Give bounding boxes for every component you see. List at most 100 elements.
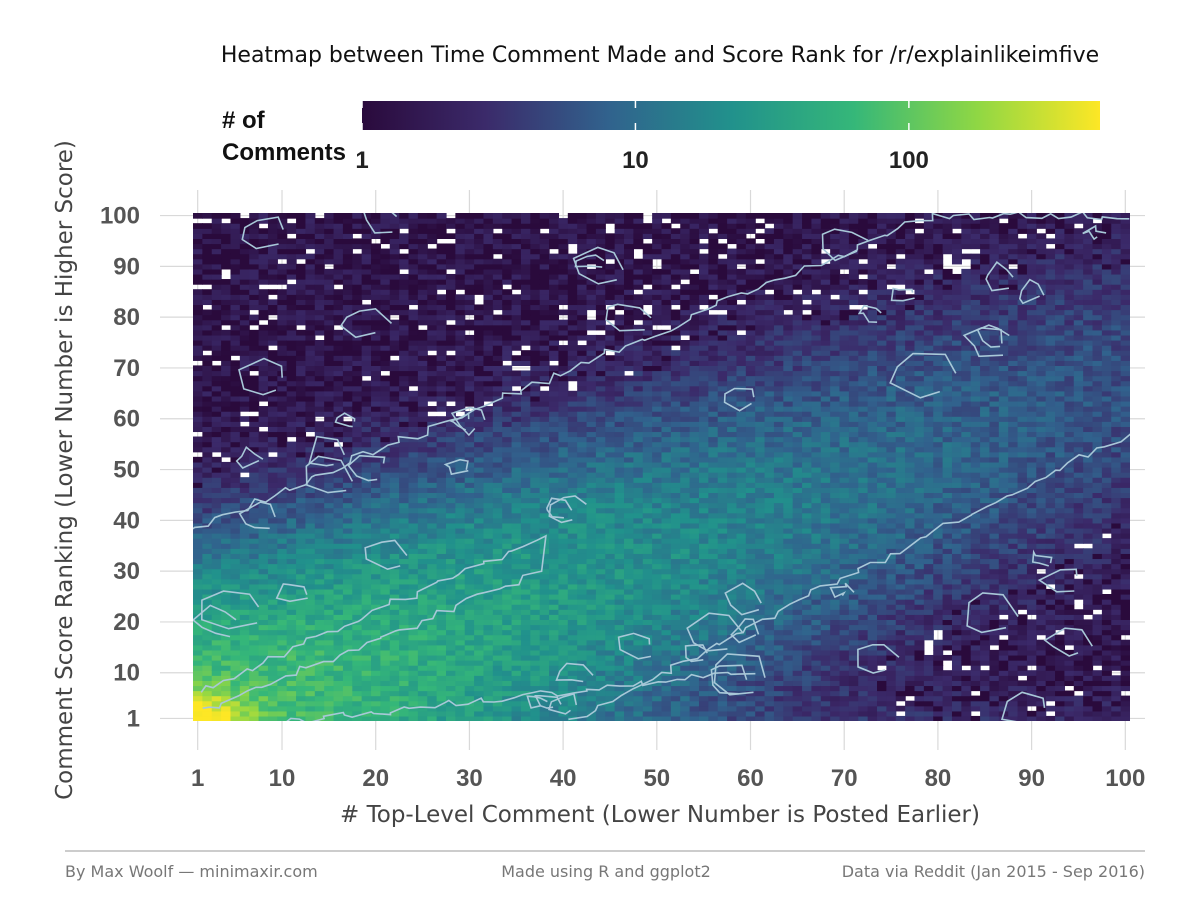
heatmap-cell (342, 304, 353, 311)
heatmap-cell (530, 461, 541, 468)
heatmap-cell (455, 629, 466, 636)
heatmap-cell (399, 660, 410, 666)
heatmap-cell (296, 710, 307, 717)
heatmap-cell (549, 304, 560, 311)
heatmap-cell (520, 390, 531, 397)
heatmap-cell (342, 553, 353, 560)
heatmap-cell (267, 487, 278, 493)
heatmap-cell (464, 497, 475, 504)
heatmap-cell (399, 599, 410, 605)
heatmap-cell (277, 263, 288, 270)
heatmap-cell (249, 268, 260, 275)
heatmap-cell (352, 700, 363, 707)
heatmap-cell (549, 340, 560, 346)
heatmap-cell (389, 558, 400, 565)
heatmap-cell (539, 558, 550, 565)
heatmap-cell (221, 695, 232, 702)
heatmap-cell (502, 324, 513, 331)
heatmap-cell (380, 467, 391, 473)
heatmap-cell (483, 431, 494, 438)
heatmap-cell (417, 472, 428, 478)
heatmap-cell (230, 319, 241, 326)
heatmap-cell (296, 568, 307, 575)
heatmap-cell (445, 654, 456, 661)
heatmap-cell (605, 690, 616, 697)
heatmap-cell (314, 395, 325, 402)
heatmap-cell (436, 421, 447, 427)
heatmap-cell (371, 558, 381, 565)
heatmap-cell (380, 599, 391, 605)
heatmap-cell (558, 675, 569, 681)
heatmap-cell (296, 375, 307, 382)
heatmap-cell (296, 548, 307, 554)
heatmap-cell (577, 355, 588, 361)
heatmap-cell (324, 492, 335, 499)
heatmap-cell (324, 451, 335, 458)
heatmap-cell (249, 355, 260, 361)
heatmap-cell (586, 639, 597, 646)
heatmap-cell (202, 345, 213, 351)
heatmap-cell (324, 218, 335, 224)
heatmap-cell (567, 639, 578, 646)
heatmap-cell (455, 223, 466, 229)
heatmap-cell (286, 441, 297, 448)
heatmap-cell (417, 304, 428, 311)
heatmap-cell (483, 329, 494, 336)
heatmap-cell (230, 583, 241, 590)
heatmap-cell (221, 380, 232, 387)
heatmap-cell (483, 594, 494, 600)
heatmap-cell (417, 309, 428, 316)
heatmap-cell (230, 594, 241, 600)
heatmap-cell (202, 314, 213, 321)
heatmap-cell (558, 553, 569, 560)
heatmap-cell (314, 695, 325, 702)
heatmap-cell (352, 350, 363, 356)
heatmap-cell (314, 319, 325, 326)
heatmap-cell (511, 477, 522, 483)
heatmap-cell (258, 228, 269, 234)
heatmap-cell (614, 350, 625, 356)
heatmap-cell (502, 299, 513, 306)
heatmap-cell (361, 421, 372, 427)
heatmap-cell (296, 512, 307, 519)
heatmap-cell (324, 273, 335, 280)
heatmap-cell (427, 609, 438, 615)
heatmap-cell (502, 243, 513, 250)
heatmap-cell (211, 573, 222, 580)
heatmap-cell (371, 568, 381, 575)
heatmap-cell (221, 583, 232, 590)
heatmap-cell (661, 522, 672, 529)
heatmap-cell (549, 665, 560, 671)
heatmap-cell (258, 588, 269, 595)
heatmap-cell (342, 228, 353, 234)
heatmap-cell (286, 223, 297, 229)
heatmap-cell (286, 680, 297, 687)
heatmap-cell (258, 578, 269, 585)
heatmap-cell (492, 482, 503, 488)
heatmap-cell (558, 538, 569, 544)
heatmap-cell (296, 218, 307, 224)
heatmap-cell (221, 284, 232, 290)
heatmap-cell (239, 588, 250, 595)
heatmap-cell (342, 588, 353, 595)
heatmap-cell (558, 548, 569, 554)
heatmap-cell (324, 385, 335, 392)
heatmap-cell (202, 238, 213, 245)
heatmap-cell (558, 279, 569, 285)
heatmap-cell (595, 538, 606, 544)
heatmap-cell (652, 522, 663, 529)
heatmap-cell (614, 223, 625, 229)
heatmap-cell (333, 400, 344, 407)
heatmap-cell (511, 492, 522, 499)
heatmap-cell (352, 375, 363, 382)
heatmap-cell (305, 568, 316, 575)
heatmap-cell (258, 375, 269, 382)
heatmap-cell (661, 558, 672, 565)
heatmap-cell (408, 329, 419, 336)
heatmap-cell (305, 700, 316, 707)
heatmap-cell (577, 329, 588, 336)
heatmap-cell (577, 406, 588, 412)
heatmap-cell (333, 649, 344, 656)
heatmap-cell (371, 680, 381, 687)
heatmap-cell (558, 289, 569, 295)
